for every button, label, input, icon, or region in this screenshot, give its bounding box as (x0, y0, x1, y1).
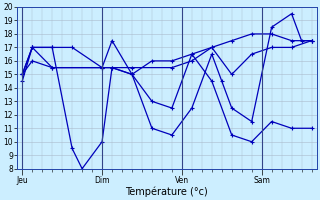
X-axis label: Température (°c): Température (°c) (125, 186, 208, 197)
